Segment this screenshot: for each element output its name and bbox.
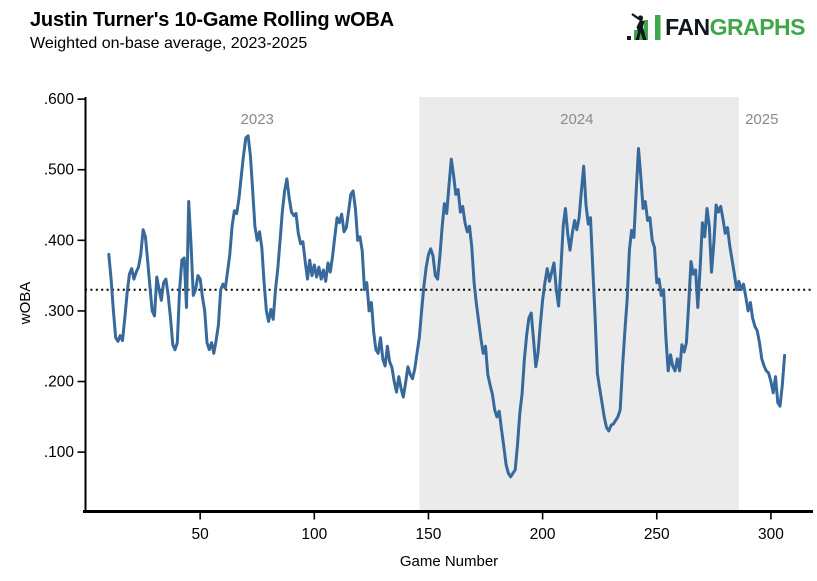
x-axis-title: Game Number bbox=[400, 553, 498, 570]
x-tick-label-100: 100 bbox=[301, 526, 327, 543]
x-tick-label-300: 300 bbox=[758, 526, 784, 543]
season-label-2024: 2024 bbox=[560, 111, 593, 128]
y-tick-label-.300: .300 bbox=[44, 303, 75, 320]
x-tick-label-50: 50 bbox=[192, 526, 210, 543]
page-title: Justin Turner's 10-Game Rolling wOBA bbox=[30, 9, 394, 31]
x-tick-label-250: 250 bbox=[644, 526, 670, 543]
x-tick-label-150: 150 bbox=[416, 526, 442, 543]
season-2024-band bbox=[419, 97, 739, 510]
y-tick-label-.200: .200 bbox=[44, 374, 75, 391]
rolling-woba-line bbox=[107, 134, 787, 479]
page-subtitle: Weighted on-base average, 2023-2025 bbox=[30, 35, 308, 52]
fangraphs-logo: FAN GRAPHS bbox=[627, 13, 806, 41]
title-block: Justin Turner's 10-Game Rolling wOBA Wei… bbox=[30, 8, 394, 54]
x-tick-label-200: 200 bbox=[530, 526, 556, 543]
fangraphs-logo-icon bbox=[627, 13, 661, 40]
season-label-2023: 2023 bbox=[241, 111, 274, 128]
logo-text-graphs: GRAPHS bbox=[709, 14, 806, 40]
logo-text-fan: FAN bbox=[665, 14, 710, 40]
season-label-2025: 2025 bbox=[745, 111, 778, 128]
y-tick-label-.400: .400 bbox=[44, 232, 75, 249]
y-tick-label-.500: .500 bbox=[44, 162, 75, 179]
y-tick-label-.600: .600 bbox=[44, 91, 75, 108]
y-tick-label-.100: .100 bbox=[44, 444, 75, 461]
y-axis-title: wOBA bbox=[17, 282, 34, 326]
